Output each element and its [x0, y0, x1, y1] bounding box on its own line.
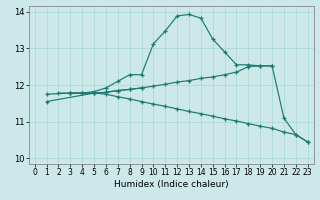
X-axis label: Humidex (Indice chaleur): Humidex (Indice chaleur)	[114, 180, 228, 189]
